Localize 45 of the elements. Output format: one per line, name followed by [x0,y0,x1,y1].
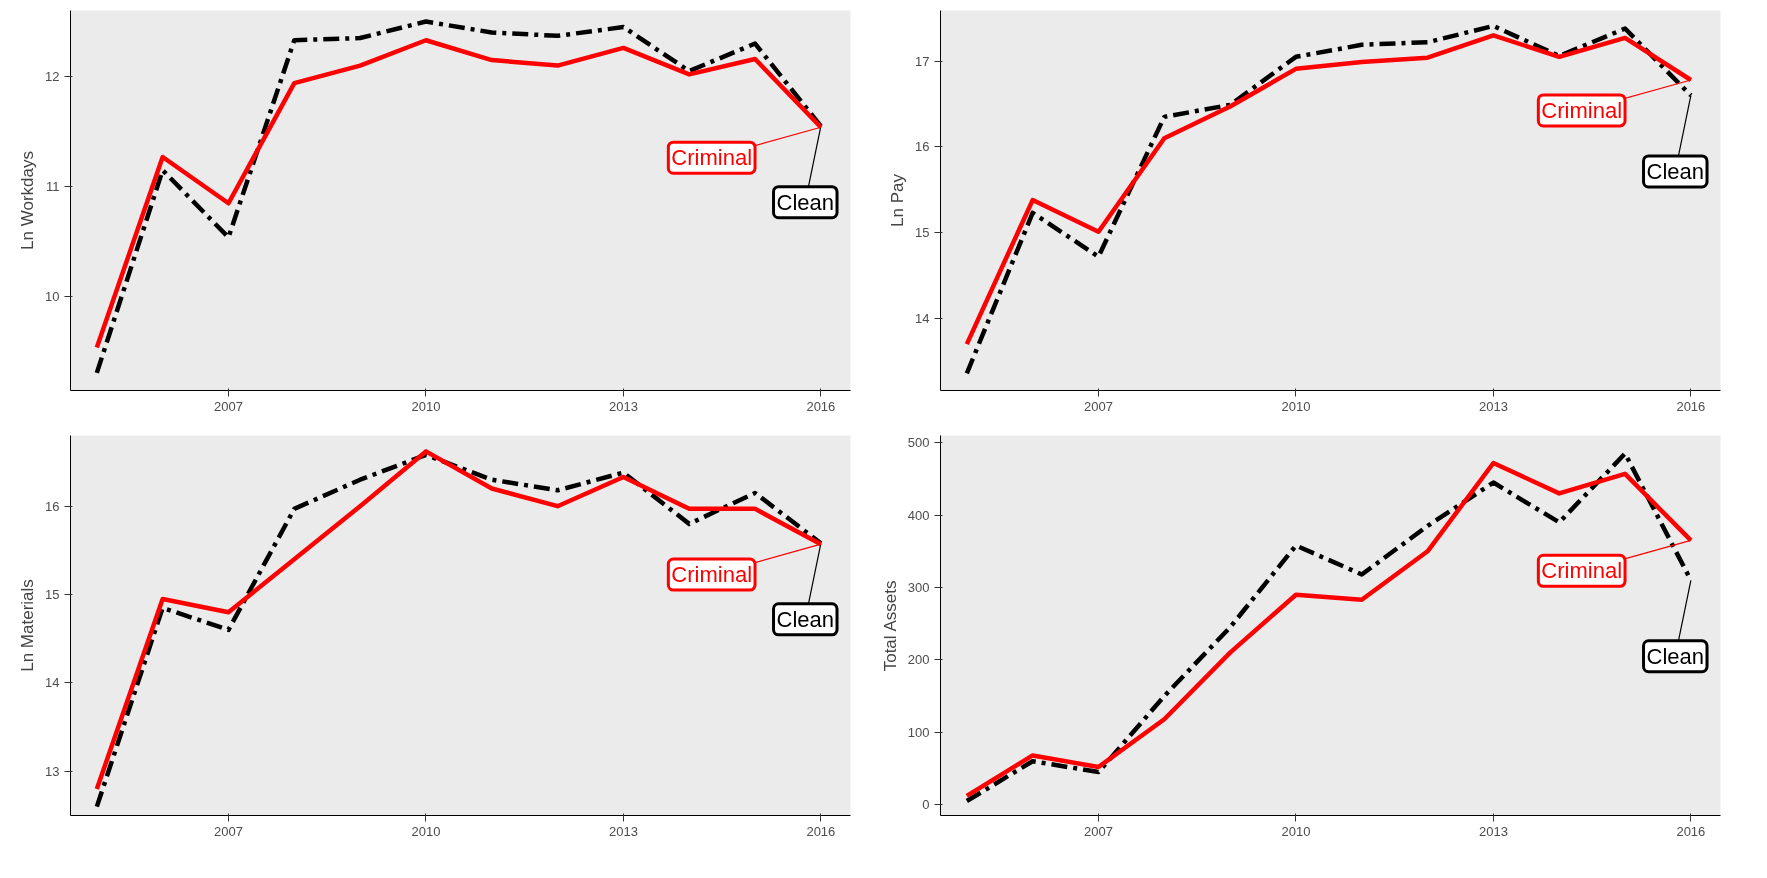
y-tick-label: 12 [45,69,60,85]
x-tick-label: 2013 [1478,823,1508,839]
y-tick-label: 300 [907,580,930,595]
text: Clean [1646,158,1705,184]
text: Clean [776,189,835,215]
x-tick-label: 2016 [806,823,836,839]
y-tick-label: 15 [45,587,60,603]
x-tick-label: 2010 [1281,823,1311,839]
y-tick-label: 400 [907,507,930,523]
x-tick-label: 2013 [1478,398,1508,414]
y-tick-label: 16 [45,498,60,514]
y-tick-label: 14 [45,675,60,691]
text: Criminal [671,562,753,588]
y-axis-title: Ln Workdays [18,151,38,250]
x-tick-label: 2007 [1084,398,1113,414]
text: Criminal [1541,558,1623,584]
text: Criminal [671,145,753,171]
y-tick-label: 10 [45,289,60,305]
y-axis-title: Total Assets [880,580,900,672]
x-tick-label: 2010 [1281,398,1311,414]
y-tick-label: 0 [922,797,930,813]
x-tick-label: 2013 [608,398,638,414]
x-tick-label: 2007 [1084,823,1113,839]
x-tick-label: 2016 [806,398,836,414]
text: Clean [1646,643,1705,669]
text: Clean [776,606,835,632]
x-tick-label: 2007 [214,823,243,839]
y-tick-label: 16 [915,139,930,155]
y-tick-label: 13 [45,763,60,779]
y-tick-label: 500 [907,435,930,451]
x-tick-label: 2016 [1676,823,1706,839]
y-axis-title: Ln Pay [888,173,908,227]
text: Criminal [1541,97,1623,123]
y-tick-label: 17 [915,53,930,69]
y-tick-label: 14 [915,310,930,326]
x-tick-label: 2013 [608,823,638,839]
y-tick-label: 200 [907,652,930,668]
x-tick-label: 2010 [411,823,441,839]
y-tick-label: 15 [915,225,930,241]
x-tick-label: 2016 [1676,398,1706,414]
y-tick-label: 11 [46,179,60,195]
x-tick-label: 2010 [411,398,441,414]
y-tick-label: 100 [907,724,930,740]
x-tick-label: 2007 [214,398,243,414]
y-axis-title: Ln Materials [18,579,38,672]
